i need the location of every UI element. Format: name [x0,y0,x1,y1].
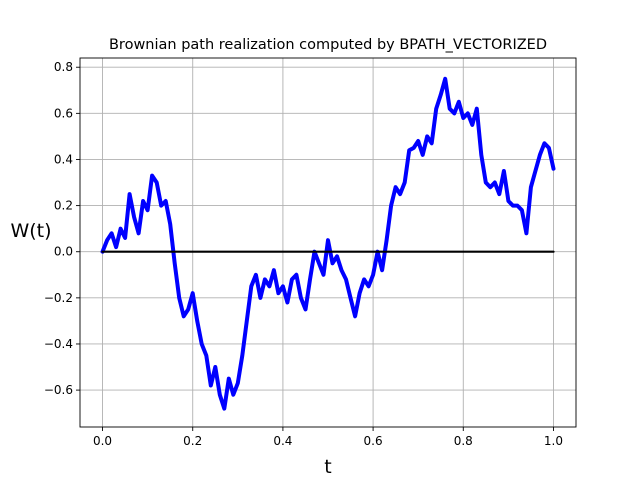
x-tick-label: 0.4 [273,434,292,448]
brownian-path-line [100,76,556,411]
x-axis-ticks: 0.0 0.2 0.4 0.6 0.8 1.0 [93,427,563,448]
series-layer [100,76,556,411]
x-tick-label: 0.6 [364,434,383,448]
y-tick-label: 0.8 [54,60,73,74]
y-tick-label: −0.2 [44,291,73,305]
x-tick-label: 0.2 [183,434,202,448]
y-axis-ticks: −0.6 −0.4 −0.2 0.0 0.2 0.4 0.6 0.8 [44,60,80,397]
x-tick-label: 0.0 [93,434,112,448]
x-tick-label: 0.8 [454,434,473,448]
y-tick-label: −0.6 [44,383,73,397]
y-axis-label: W(t) [10,220,51,242]
y-tick-label: 0.6 [54,106,73,120]
y-tick-label: 0.0 [54,245,73,259]
x-tick-label: 1.0 [544,434,563,448]
y-tick-label: 0.2 [54,199,73,213]
y-tick-label: 0.4 [54,152,73,166]
plot-frame [79,57,577,428]
x-axis-label: t [324,456,331,478]
y-tick-label: −0.4 [44,337,73,351]
chart-title: Brownian path realization computed by BP… [109,37,547,53]
